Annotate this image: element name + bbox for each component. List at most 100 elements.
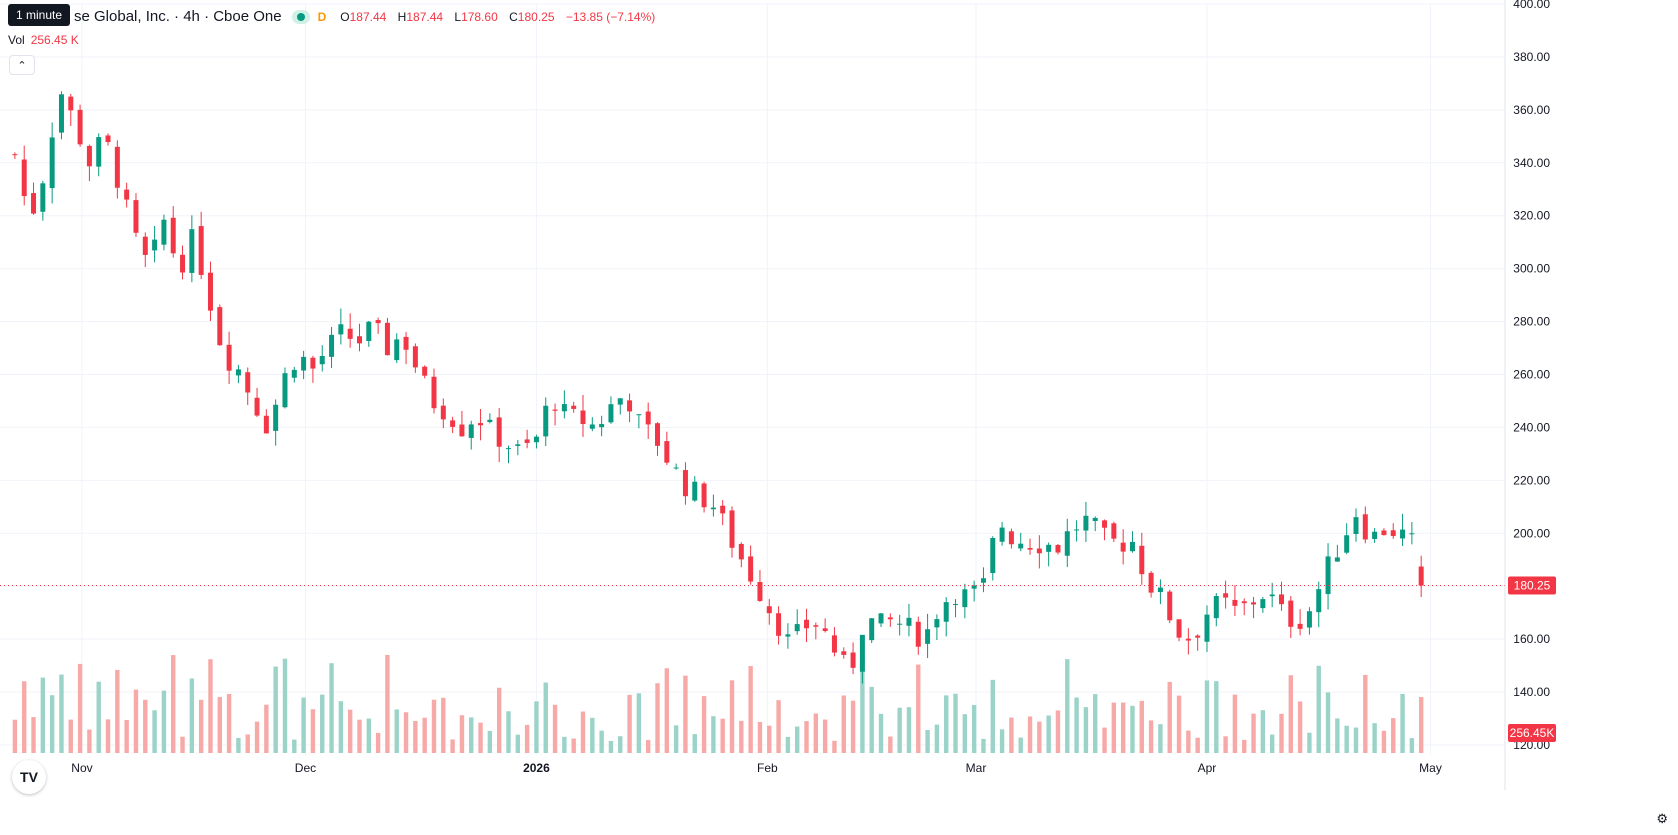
candle-body [282,373,288,408]
volume-bar [40,677,46,753]
volume-bar [916,664,921,753]
price-tick-label: 240.00 [1513,420,1550,434]
candle-body [1353,517,1359,534]
volume-bar [711,716,716,753]
volume-bar [934,724,940,753]
volume-bar [236,737,241,753]
candle-body [1185,638,1191,641]
candle-body [217,307,223,346]
volume-bar [981,738,986,753]
candle-body [738,543,744,560]
candle-body [142,236,148,255]
candle-body [114,146,120,188]
volume-bar [944,695,949,753]
volume-bar [1260,710,1266,753]
candle-body [1213,596,1219,619]
candle-body [505,448,511,450]
volume-bar [552,704,558,753]
interval-tooltip: 1 minute [8,4,71,26]
volume-bar [608,740,614,753]
candle-body [906,617,912,626]
volume-bar [273,666,278,753]
candle-body [245,372,251,393]
price-tick-label: 320.00 [1513,209,1550,223]
symbol-legend: se Global, Inc. · 4h · Cboe One D O187.4… [8,8,663,25]
market-status-icon[interactable] [291,9,310,24]
candle-body [170,217,176,254]
volume-bar [888,736,893,753]
volume-bar [1148,720,1154,753]
volume-bar [962,714,968,753]
volume-bar [524,724,530,753]
candle-body [1232,599,1238,606]
candle-body [1334,557,1340,562]
volume-bar [422,717,427,753]
price-tick-label: 280.00 [1513,315,1550,329]
tradingview-logo-icon[interactable]: TV [12,760,46,794]
volume-bar [878,713,884,753]
collapse-legend-button[interactable]: ⌃ [9,55,35,75]
volume-bar [692,734,697,753]
candle-body [31,193,37,214]
change-value: −13.85 (−7.14%) [565,9,656,24]
candle-body [450,420,456,427]
volume-bar [12,719,18,753]
candle-body [1129,541,1135,552]
last-volume-text: 256.45K [1510,726,1555,740]
candle-body [440,405,446,420]
candle-body [86,145,92,167]
candle-body [953,604,959,606]
symbol-title[interactable]: se Global, Inc. · 4h · Cboe One [74,8,282,25]
candle-body [161,219,167,245]
volume-bar [1120,702,1126,753]
volume-bar [292,739,297,753]
candle-body [338,324,344,335]
candle-body [1204,614,1210,642]
last-value-markers: 180.25 256.45K [1508,576,1556,742]
candle-body [1251,602,1257,605]
candle-body [1046,544,1052,552]
candle-body [207,272,213,311]
volume-bar [906,707,912,753]
volume-bar [217,697,222,753]
volume-bar [180,736,185,753]
volume-bar [329,663,334,753]
volume-bar [1158,724,1163,753]
candle-body [1092,517,1098,522]
candlesticks [12,91,1424,684]
gear-icon[interactable]: ⚙ [1656,811,1668,826]
volume-bar [375,732,381,753]
volume-bar [720,718,725,753]
volume-bar [785,736,791,753]
volume-legend: Vol 256.45 K [8,33,79,47]
candle-body [1148,572,1154,593]
candle-body [971,585,977,589]
candle-body [729,510,735,548]
candle-body [77,109,83,145]
volume-bar [459,715,465,753]
candle-body [804,619,810,629]
volume-bar [1363,674,1368,753]
candle-body [925,629,931,644]
volume-bar [171,655,176,753]
volume-bar [757,721,763,753]
candle-body [766,606,772,614]
volume-bar [729,680,735,753]
candle-body [21,159,27,197]
candle-body [841,651,847,655]
volume-bar [1335,718,1340,753]
volume-bar [1130,705,1135,753]
candle-body [831,635,837,653]
volume-bar [562,736,567,753]
volume-bar [310,709,316,753]
candle-body [869,618,875,641]
candle-body [1008,531,1014,545]
candle-body [310,357,316,369]
candle-body [478,423,484,426]
candle-body [1176,619,1182,638]
candle-body [757,582,763,601]
volume-bar [1111,702,1117,753]
volume-bar [152,710,157,753]
logo-text: TV [20,769,38,785]
